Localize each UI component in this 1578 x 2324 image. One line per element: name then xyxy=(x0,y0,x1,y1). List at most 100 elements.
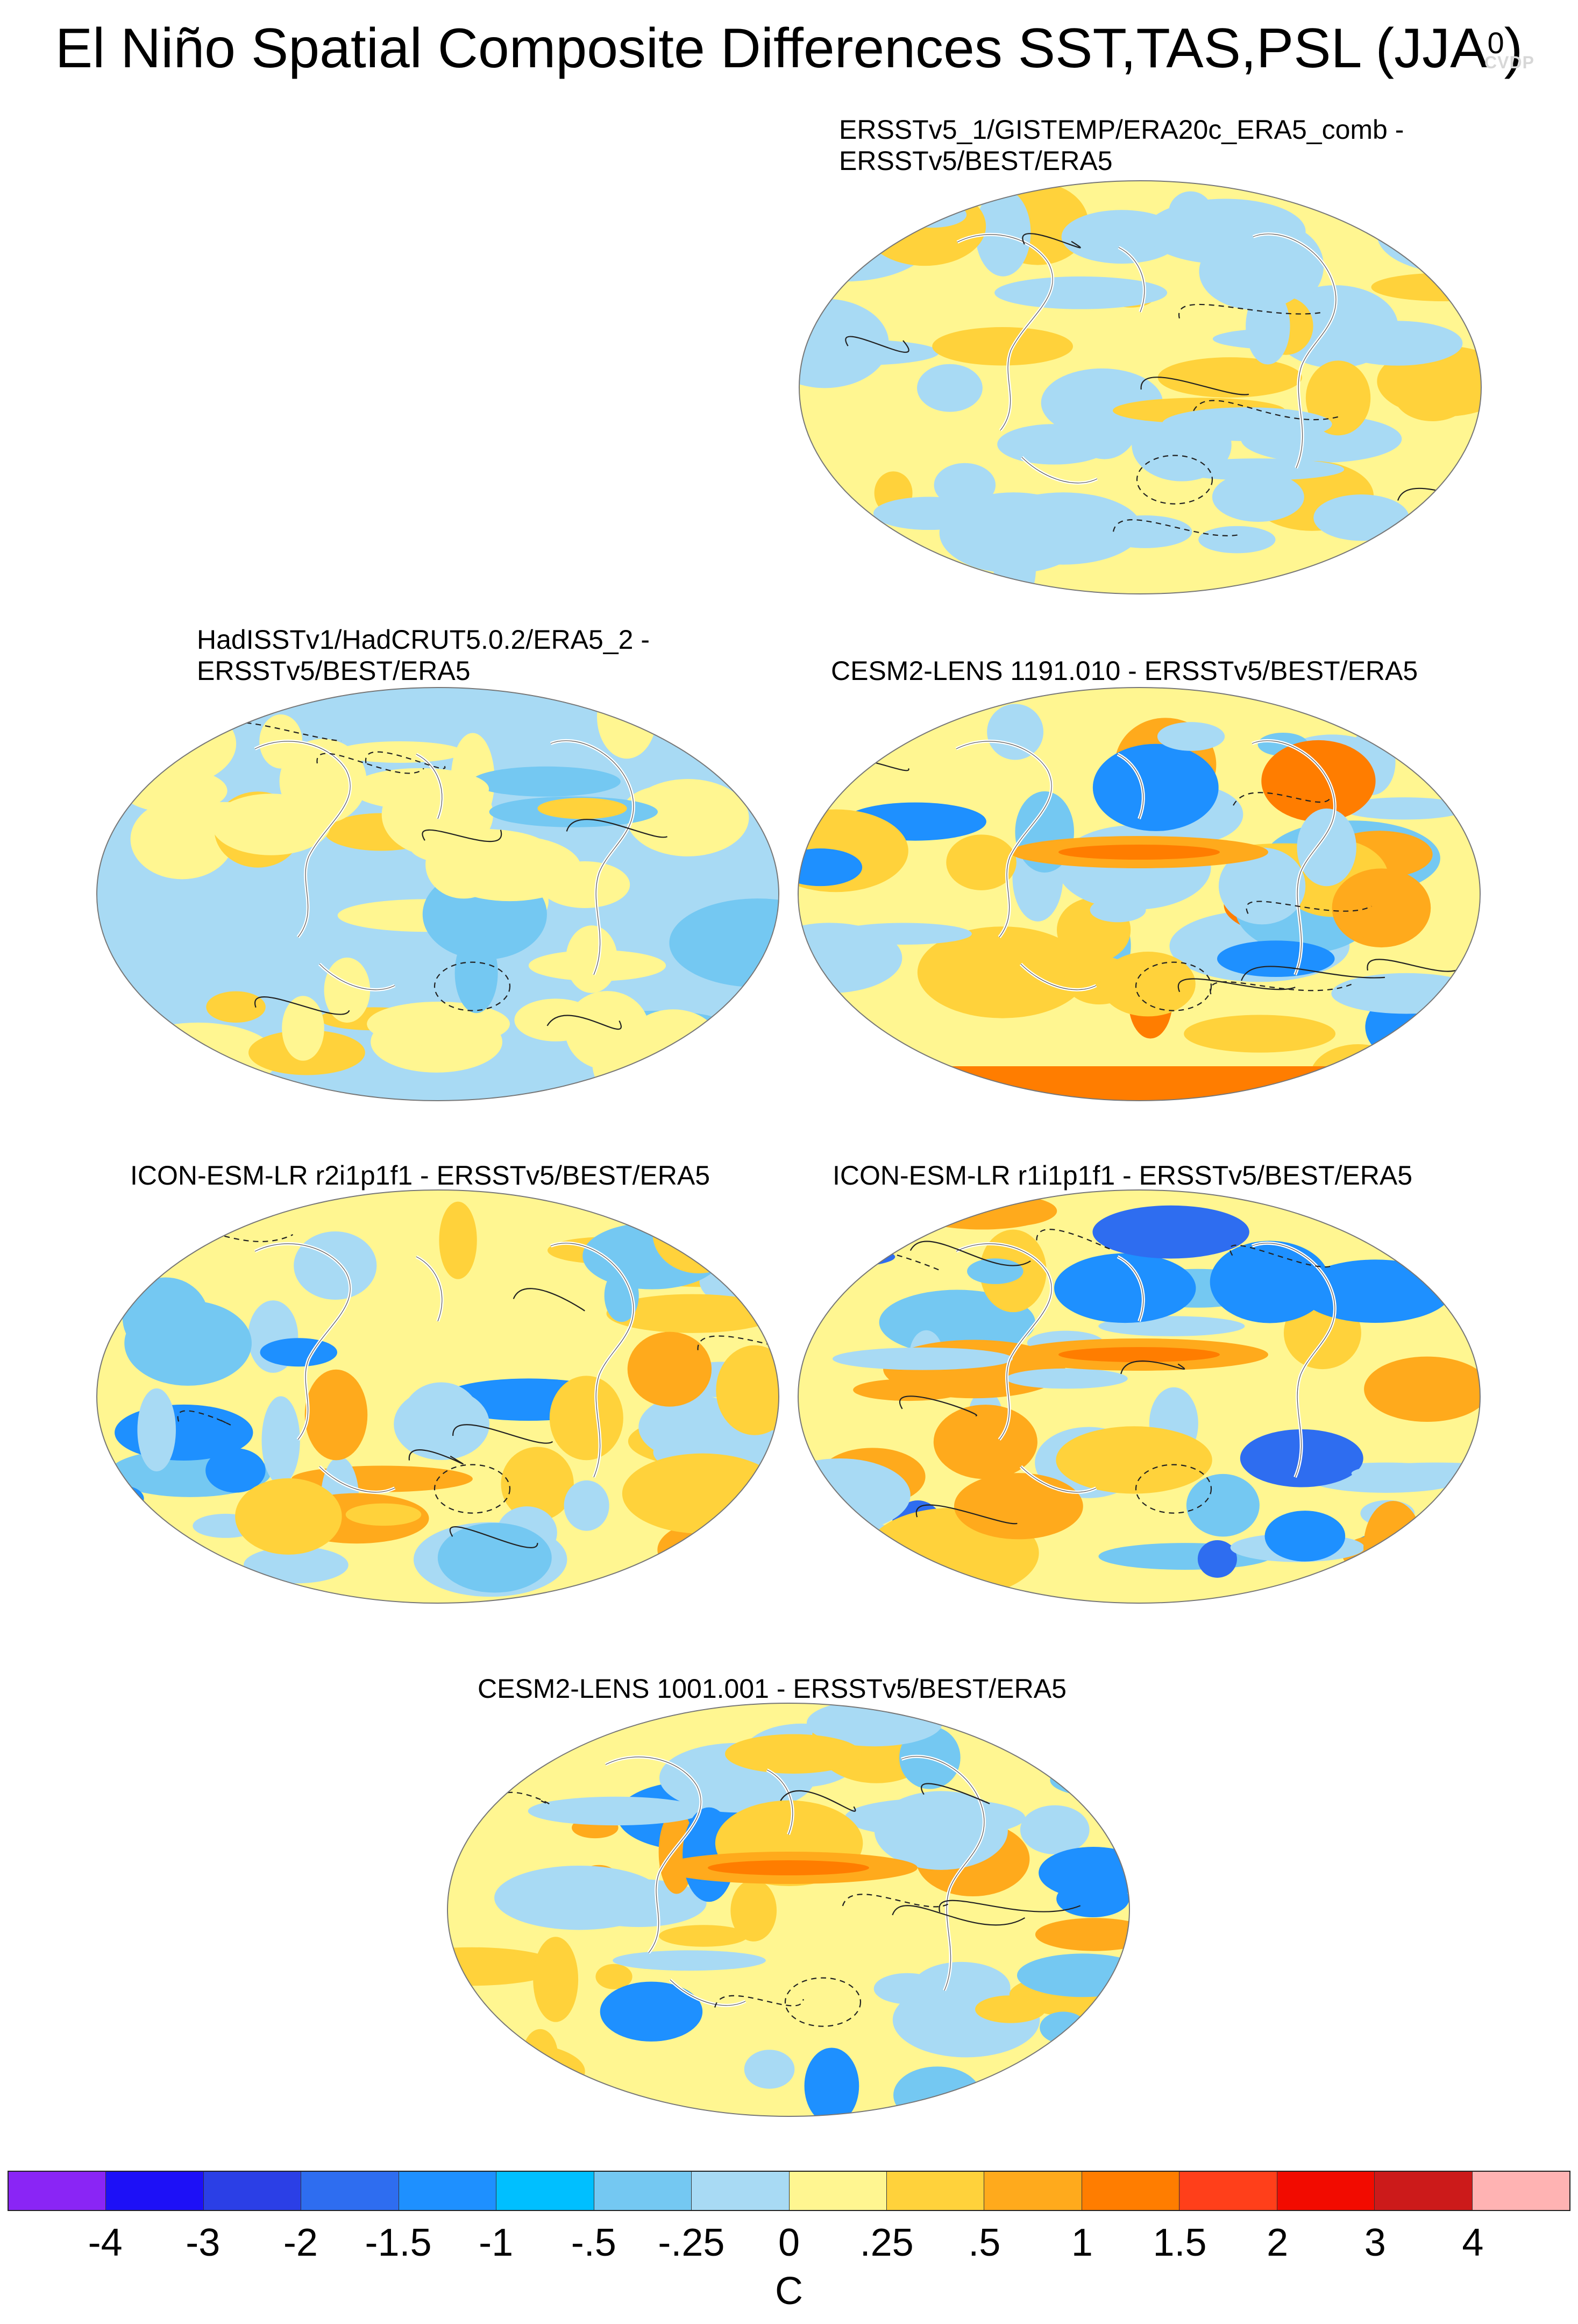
anomaly-patch xyxy=(917,364,983,412)
anomaly-patch xyxy=(453,2072,501,2101)
anomaly-patch xyxy=(324,957,371,1023)
anomaly-patch xyxy=(595,1964,632,1989)
anomaly-patch xyxy=(564,1480,609,1531)
colorbar-swatch xyxy=(984,2172,1082,2210)
anomaly-patch xyxy=(124,1300,252,1386)
colorbar-swatch xyxy=(9,2172,106,2210)
panel-title-6: CESM2-LENS 1001.001 - ERSSTv5/BEST/ERA5 xyxy=(478,1674,1067,1704)
colorbar xyxy=(8,2171,1570,2211)
colorbar-tick-label: 4 xyxy=(1462,2221,1484,2264)
anomaly-patch xyxy=(1331,973,1480,1014)
anomaly-patch xyxy=(294,1231,377,1300)
anomaly-patch xyxy=(1092,1205,1249,1259)
map-outline xyxy=(96,687,779,1101)
anomaly-patch xyxy=(260,1338,338,1367)
colorbar-swatch xyxy=(203,2172,302,2210)
anomaly-patch xyxy=(835,923,972,945)
anomaly-patch xyxy=(1049,2054,1115,2116)
colorbar-swatch xyxy=(1472,2172,1569,2210)
title-superscript: 0 xyxy=(1487,26,1504,60)
anomaly-patch xyxy=(917,926,1087,1018)
anomaly-patch xyxy=(1197,1540,1237,1578)
anomaly-patch xyxy=(1264,1511,1346,1562)
map-outline xyxy=(96,1189,779,1604)
map-panel-3 xyxy=(795,684,1483,1104)
map-panel-5 xyxy=(795,1187,1483,1606)
anomaly-patch xyxy=(863,186,986,266)
colorbar-units: C xyxy=(775,2270,803,2313)
map-outline xyxy=(447,1703,1130,2117)
anomaly-patch xyxy=(600,1981,703,2042)
anomaly-patch xyxy=(1210,1241,1330,1323)
anomaly-patch xyxy=(425,830,502,899)
map-outline xyxy=(799,180,1482,594)
anomaly-patch xyxy=(549,1376,623,1461)
anomaly-patch xyxy=(1212,472,1304,522)
map-outline xyxy=(798,1189,1481,1604)
anomaly-patch xyxy=(472,766,621,797)
anomaly-patch xyxy=(997,424,1112,465)
anomaly-patch xyxy=(658,1925,748,1947)
colorbar-tick-label: -4 xyxy=(88,2221,123,2264)
anomaly-patch xyxy=(798,722,868,775)
anomaly-patch xyxy=(454,932,498,1014)
anomaly-patch xyxy=(1157,357,1302,398)
anomaly-patch xyxy=(345,1503,422,1526)
anomaly-patch xyxy=(1341,797,1467,820)
colorbar-tick-label: 1 xyxy=(1071,2221,1093,2264)
anomaly-patch xyxy=(522,2029,558,2083)
anomaly-patch xyxy=(206,991,266,1023)
anomaly-patch xyxy=(681,1048,765,1095)
anomaly-patch xyxy=(1218,847,1306,925)
anomaly-patch xyxy=(744,2050,795,2089)
anomaly-patch xyxy=(832,1347,1013,1370)
panel-title-3: CESM2-LENS 1191.010 - ERSSTv5/BEST/ERA5 xyxy=(831,656,1418,686)
anomaly-patch xyxy=(1375,694,1451,741)
anomaly-patch xyxy=(1056,1426,1212,1494)
colorbar-swatch xyxy=(692,2172,790,2210)
anomaly-patch xyxy=(934,463,996,507)
anomaly-patch xyxy=(804,2047,859,2116)
colorbar-tick-label: .25 xyxy=(859,2221,914,2264)
cvdp-watermark: CVDP xyxy=(1484,53,1534,72)
anomaly-patch xyxy=(1297,808,1356,887)
anomaly-patch xyxy=(351,768,489,810)
anomaly-patch xyxy=(437,1522,552,1593)
colorbar-swatch xyxy=(1082,2172,1180,2210)
anomaly-patch xyxy=(1299,1259,1452,1323)
anomaly-patch xyxy=(987,704,1044,760)
anomaly-patch xyxy=(143,737,185,822)
title-close: ) xyxy=(1504,17,1523,80)
colorbar-swatch xyxy=(1277,2172,1375,2210)
title-main: El Niño Spatial Composite Differences SS… xyxy=(55,17,1488,80)
anomaly-patch xyxy=(493,1703,592,1747)
anomaly-patch xyxy=(967,1258,1023,1284)
anomaly-patch xyxy=(1199,233,1311,310)
anomaly-patch xyxy=(725,1734,862,1774)
anomaly-patch xyxy=(1186,1473,1260,1537)
colorbar-tick-label: -1 xyxy=(479,2221,514,2264)
colorbar-swatch xyxy=(1375,2172,1473,2210)
anomaly-patch xyxy=(494,1866,664,1930)
colorbar-tick-label: -2 xyxy=(283,2221,318,2264)
anomaly-patch xyxy=(984,492,1142,565)
anomaly-patch xyxy=(1006,1368,1128,1389)
colorbar-tick-label: -3 xyxy=(186,2221,221,2264)
anomaly-patch xyxy=(304,1369,368,1461)
anomaly-patch xyxy=(243,1546,349,1584)
colorbar-swatch xyxy=(886,2172,985,2210)
colorbar-swatch xyxy=(496,2172,594,2210)
anomaly-patch xyxy=(1313,494,1409,541)
anomaly-patch xyxy=(235,1478,342,1555)
page-title: El Niño Spatial Composite Differences SS… xyxy=(0,16,1578,81)
colorbar-swatch xyxy=(301,2172,399,2210)
anomaly-patch xyxy=(828,1215,890,1265)
anomaly-patch xyxy=(613,1950,766,1971)
map-panel-2 xyxy=(94,684,782,1104)
anomaly-patch xyxy=(97,700,151,789)
anomaly-patch xyxy=(337,741,463,763)
panel-title-4: ICON-ESM-LR r2i1p1f1 - ERSSTv5/BEST/ERA5 xyxy=(130,1160,710,1191)
anomaly-patch xyxy=(1432,1029,1480,1096)
anomaly-patch xyxy=(1359,906,1405,946)
map-panel-6 xyxy=(444,1700,1133,2120)
